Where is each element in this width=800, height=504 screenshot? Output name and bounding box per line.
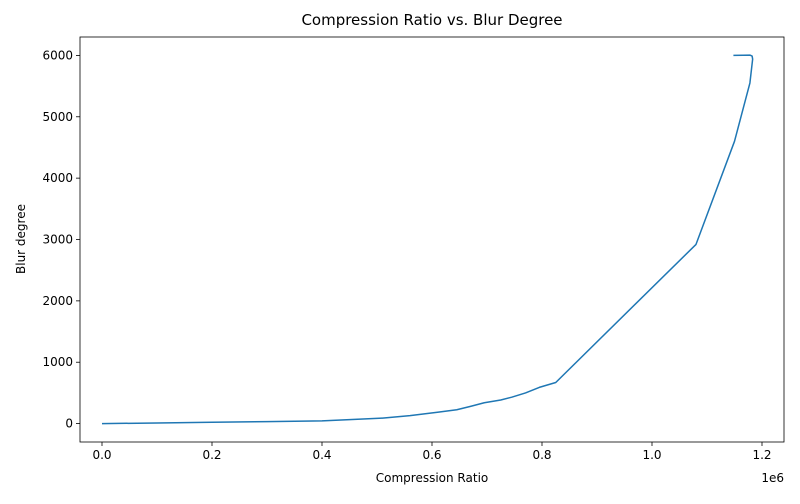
y-tick-label: 5000 bbox=[42, 110, 73, 124]
y-tick-label: 4000 bbox=[42, 171, 73, 185]
axes-frame bbox=[79, 36, 785, 443]
x-tick-label: 0.4 bbox=[312, 448, 331, 462]
plot-area: 0.0 0.2 0.4 0.6 0.8 1.0 1.2 0 1000 2000 3000 4000 50… bbox=[42, 36, 785, 462]
x-tick-label: 1.2 bbox=[752, 448, 771, 462]
x-axis-label: Compression Ratio bbox=[376, 471, 489, 485]
y-axis-label: Blur degree bbox=[14, 204, 28, 274]
x-tick-label: 0.6 bbox=[422, 448, 441, 462]
series-line bbox=[101, 54, 754, 425]
y-tick-label: 0 bbox=[65, 417, 73, 431]
x-tick-label: 1.0 bbox=[642, 448, 661, 462]
y-tick-label: 3000 bbox=[42, 233, 73, 247]
y-tick-label: 2000 bbox=[42, 294, 73, 308]
x-tick-label: 0.8 bbox=[532, 448, 551, 462]
x-tick-label: 0.0 bbox=[92, 448, 111, 462]
chart-title: Compression Ratio vs. Blur Degree bbox=[301, 11, 562, 29]
x-tick-label: 0.2 bbox=[202, 448, 221, 462]
y-tick-label: 1000 bbox=[42, 355, 73, 369]
y-tick-label: 6000 bbox=[42, 48, 73, 62]
x-axis-offset-label: 1e6 bbox=[761, 471, 784, 485]
